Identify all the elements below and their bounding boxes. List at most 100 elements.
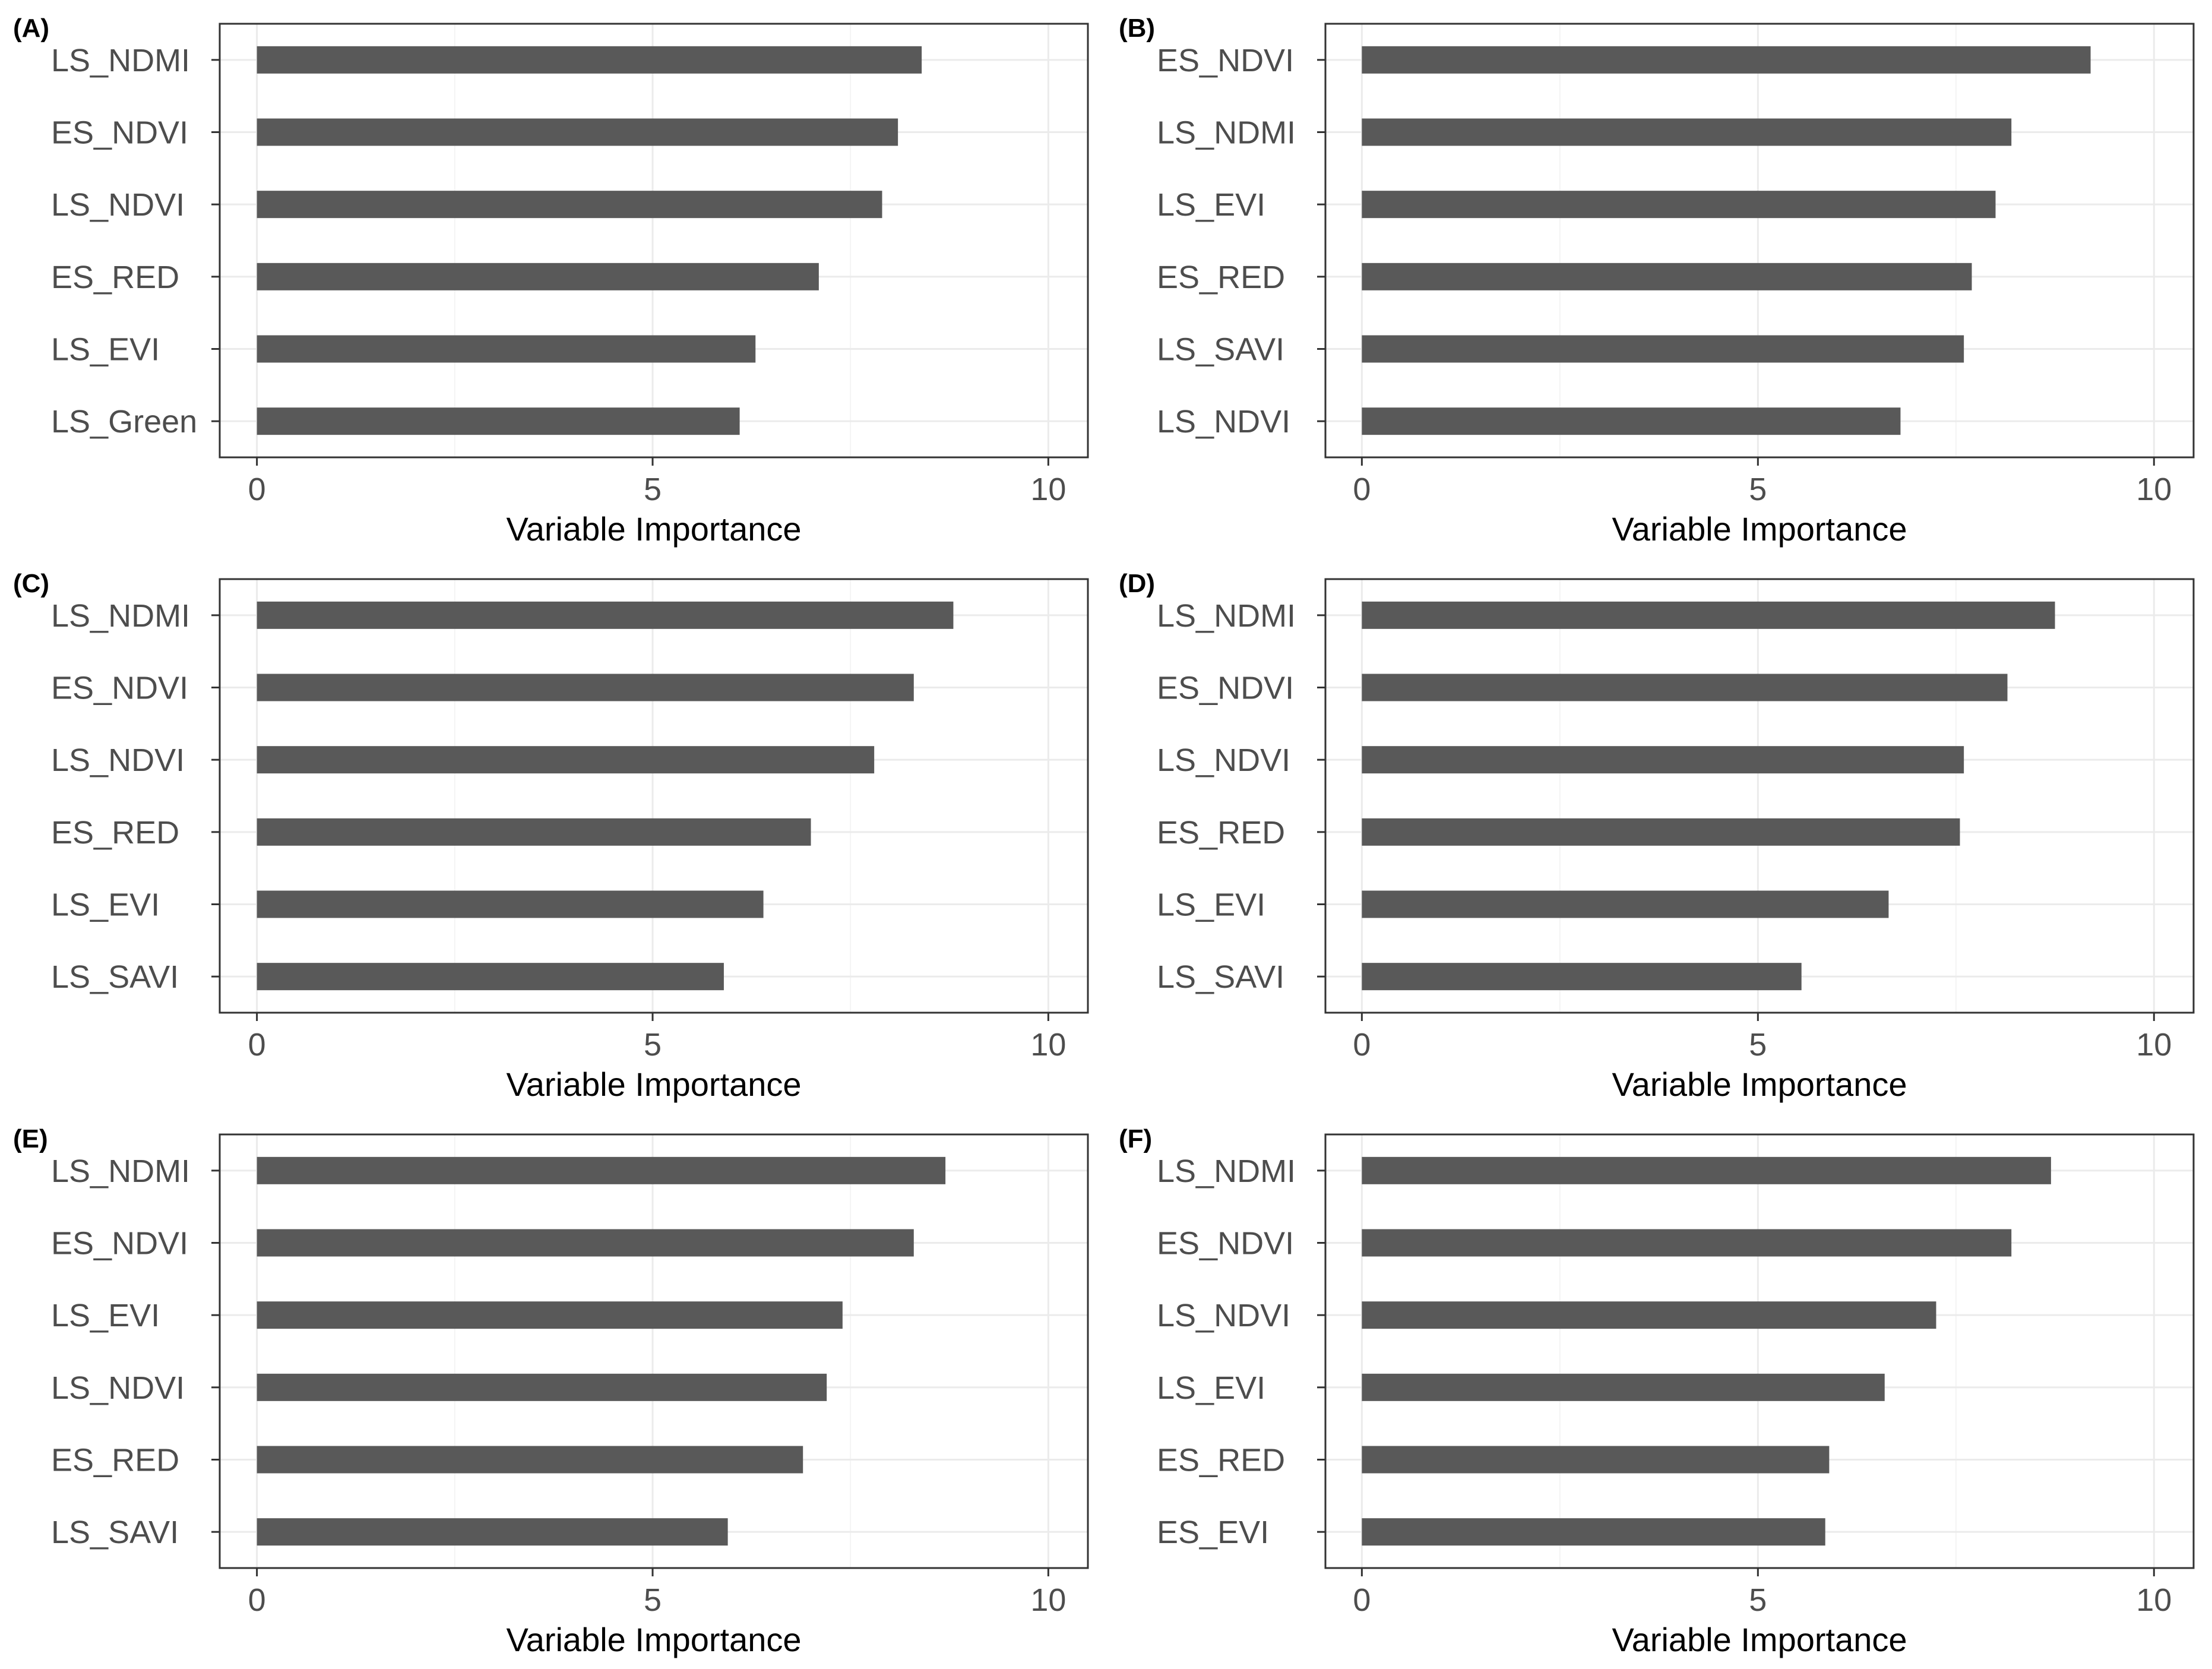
y-tick-label: LS_NDMI <box>1157 598 1296 634</box>
bar-ls-ndmi <box>257 46 922 74</box>
bar-es-ndvi <box>1362 46 2091 74</box>
panel-tag: (E) <box>13 1124 48 1153</box>
chart-panel-b: (B)ES_NDVI LS_NDMI LS_EVI ES_RED LS_SAVI LS_N… <box>1119 14 2195 548</box>
x-tick-label: 0 <box>1353 472 1371 507</box>
y-tick-label: ES_EVI <box>1157 1515 1269 1550</box>
bar-ls-evi <box>257 1301 843 1329</box>
bar-es-red <box>257 263 819 290</box>
x-tick-label: 10 <box>2136 1027 2172 1063</box>
bar-es-red <box>257 1446 803 1474</box>
y-tick-label: ES_RED <box>51 260 179 295</box>
y-tick-label: ES_RED <box>1157 1443 1285 1478</box>
plot-frame <box>1324 1133 2195 1569</box>
bar-ls-savi <box>1362 335 1964 363</box>
panel-tag: (B) <box>1119 14 1155 43</box>
bar-ls-savi <box>257 963 724 991</box>
panel-tag: (A) <box>13 14 49 43</box>
x-axis-title: Variable Importance <box>1612 1621 1907 1658</box>
bar-es-ndvi <box>1362 1229 2012 1257</box>
x-tick-label: 10 <box>2136 472 2172 507</box>
bar-ls-ndvi <box>1362 746 1964 774</box>
y-tick-label: ES_RED <box>1157 815 1285 851</box>
y-tick-label: LS_EVI <box>51 1298 160 1333</box>
bar-ls-ndmi <box>1362 1156 2051 1184</box>
panel-tag: (C) <box>13 569 49 598</box>
chart-panel-f: (F)LS_NDMI ES_NDVI LS_NDVI LS_EVI ES_RED ES_E… <box>1119 1124 2195 1658</box>
x-tick-label: 10 <box>2136 1582 2172 1618</box>
y-tick-label: LS_NDVI <box>1157 742 1290 778</box>
y-tick-label: LS_NDVI <box>1157 1298 1290 1333</box>
y-tick-label: ES_RED <box>51 1443 179 1478</box>
bar-es-red <box>1362 263 1972 290</box>
y-tick-label: LS_Green <box>51 404 197 440</box>
bar-ls-savi <box>1362 963 1802 991</box>
x-tick-label: 0 <box>248 1582 266 1618</box>
y-tick-label: LS_EVI <box>1157 187 1265 223</box>
y-tick-label: LS_SAVI <box>51 1515 179 1550</box>
bar-es-red <box>1362 818 1960 846</box>
y-tick-label: ES_NDVI <box>1157 671 1294 706</box>
plot-frame <box>219 578 1089 1014</box>
bar-ls-evi <box>1362 191 1996 219</box>
x-axis-title: Variable Importance <box>1612 1066 1907 1103</box>
bar-ls-evi <box>257 335 756 363</box>
y-tick-label: LS_EVI <box>1157 887 1265 923</box>
bar-ls-ndvi <box>257 1373 827 1401</box>
y-tick-label: LS_NDMI <box>1157 1153 1296 1189</box>
y-tick-label: ES_NDVI <box>51 1226 188 1262</box>
y-tick-label: ES_NDVI <box>1157 43 1294 78</box>
x-axis-title: Variable Importance <box>1612 510 1907 548</box>
bar-ls-ndvi <box>257 746 875 774</box>
plot-frame <box>219 1133 1089 1569</box>
bar-ls-savi <box>257 1518 728 1546</box>
y-tick-label: LS_NDVI <box>51 742 185 778</box>
x-tick-label: 0 <box>248 1027 266 1063</box>
y-tick-label: ES_RED <box>1157 260 1285 295</box>
y-tick-label: LS_EVI <box>51 332 160 368</box>
bar-es-ndvi <box>257 118 898 146</box>
x-tick-label: 10 <box>1030 472 1066 507</box>
x-axis-title: Variable Importance <box>507 510 802 548</box>
y-tick-label: ES_RED <box>51 815 179 851</box>
y-tick-label: ES_NDVI <box>1157 1226 1294 1262</box>
bar-ls-ndvi <box>1362 407 1901 435</box>
y-tick-label: LS_NDMI <box>1157 115 1296 151</box>
x-axis-title: Variable Importance <box>507 1066 802 1103</box>
y-tick-label: LS_NDMI <box>51 1153 190 1189</box>
chart-panel-d: (D)LS_NDMI ES_NDVI LS_NDVI ES_RED LS_EVI LS_S… <box>1119 569 2195 1103</box>
x-tick-label: 5 <box>644 1582 662 1618</box>
x-tick-label: 0 <box>248 472 266 507</box>
bar-ls-evi <box>1362 890 1889 918</box>
bar-ls-ndmi <box>257 601 954 629</box>
x-tick-label: 5 <box>1749 472 1767 507</box>
y-tick-label: LS_NDVI <box>51 187 185 223</box>
plot-frame <box>1324 23 2195 459</box>
bar-es-evi <box>1362 1518 1825 1546</box>
x-tick-label: 0 <box>1353 1582 1371 1618</box>
y-tick-label: LS_NDVI <box>1157 404 1290 440</box>
x-tick-label: 5 <box>1749 1027 1767 1063</box>
x-tick-label: 10 <box>1030 1027 1066 1063</box>
y-tick-label: LS_EVI <box>1157 1370 1265 1406</box>
bar-es-red <box>257 818 811 846</box>
x-tick-label: 10 <box>1030 1582 1066 1618</box>
bar-ls-ndvi <box>257 191 882 219</box>
bar-ls-green <box>257 407 740 435</box>
chart-panel-c: (C)LS_NDMI ES_NDVI LS_NDVI ES_RED LS_EVI LS_S… <box>13 569 1089 1103</box>
chart-panel-a: (A)LS_NDMI ES_NDVI LS_NDVI ES_RED LS_EVI LS_G… <box>13 14 1089 548</box>
y-tick-label: LS_EVI <box>51 887 160 923</box>
y-tick-label: LS_SAVI <box>1157 332 1284 368</box>
plot-frame <box>219 23 1089 459</box>
plot-frame <box>1324 578 2195 1014</box>
bar-es-ndvi <box>257 1229 914 1257</box>
y-tick-label: ES_NDVI <box>51 115 188 151</box>
y-tick-label: ES_NDVI <box>51 671 188 706</box>
x-tick-label: 5 <box>644 1027 662 1063</box>
y-tick-label: LS_NDMI <box>51 43 190 78</box>
panel-tag: (F) <box>1119 1124 1152 1153</box>
bar-ls-ndmi <box>1362 601 2055 629</box>
bar-ls-evi <box>257 890 764 918</box>
bar-es-red <box>1362 1446 1830 1474</box>
panel-tag: (D) <box>1119 569 1155 598</box>
